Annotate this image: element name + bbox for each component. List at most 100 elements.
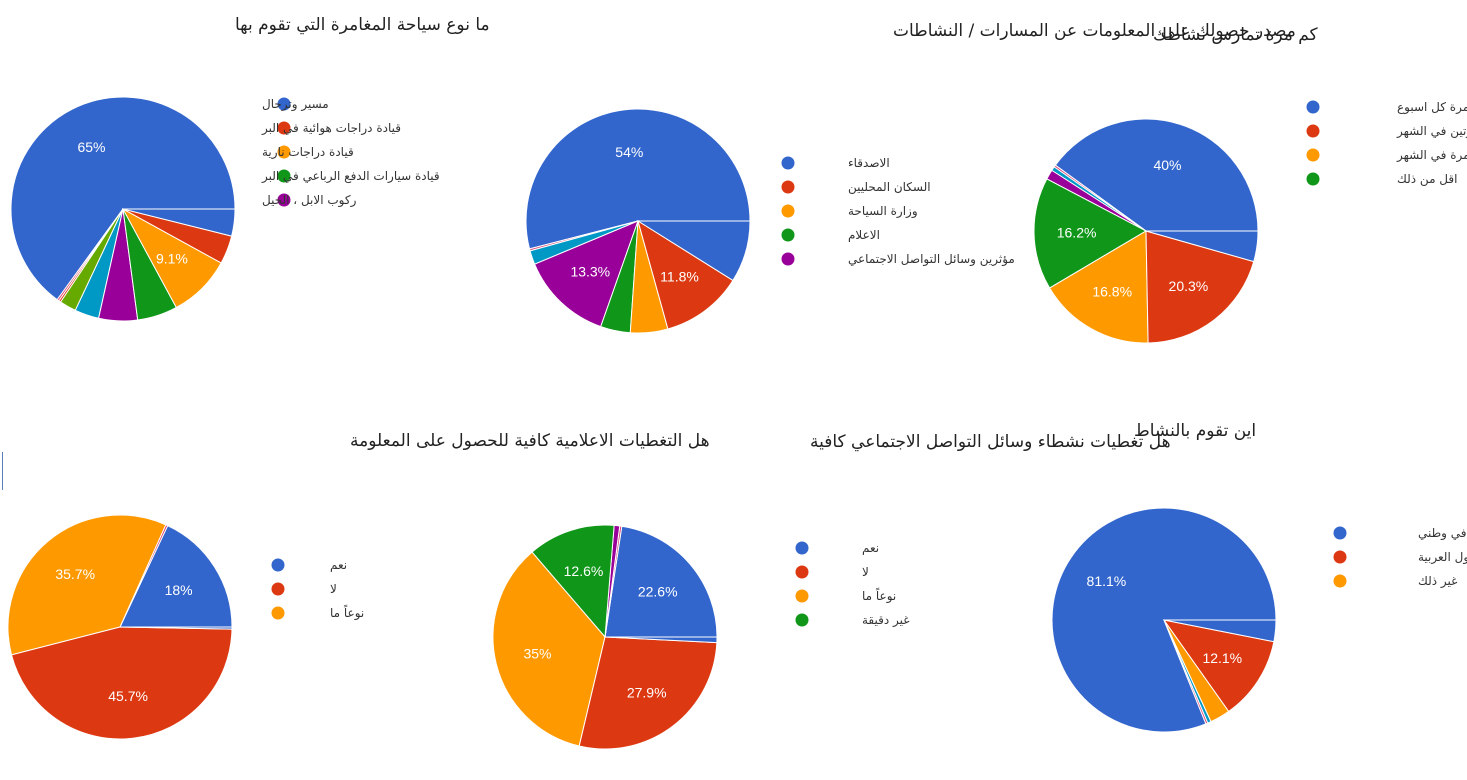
pie-slice[interactable] <box>604 636 718 644</box>
legend-item[interactable]: مرة في الشهر <box>1306 148 1467 163</box>
legend-item[interactable]: الدول العربية <box>1333 550 1467 565</box>
legend-swatch <box>277 193 291 207</box>
slice-label: 16.2% <box>1057 225 1097 241</box>
legend-swatch <box>795 565 809 579</box>
pie-slice[interactable] <box>1048 230 1149 344</box>
legend-item[interactable]: نعم <box>271 558 348 572</box>
pie-slices <box>10 96 236 322</box>
legend-item[interactable]: نوعاً ما <box>271 604 365 621</box>
legend-label: مسير وترحال <box>262 97 329 112</box>
pie-slice[interactable] <box>1054 118 1259 232</box>
pie-slice[interactable] <box>492 551 606 747</box>
slice-label: 20.3% <box>1169 278 1209 294</box>
legend-item[interactable]: لا <box>271 582 337 596</box>
legend-item[interactable]: غير ذلك <box>1333 574 1458 589</box>
legend: نعم لا نوعاً ما <box>271 558 365 621</box>
legend-item[interactable]: السكان المحليين <box>781 180 931 195</box>
legend-item[interactable]: قيادة دراجات هوائية في البر <box>261 121 401 136</box>
legend-item[interactable]: الاصدقاء <box>781 156 890 170</box>
chart-title: هل التغطيات الاعلامية كافية للحصول على ا… <box>350 431 710 451</box>
slice-label: 27.9% <box>627 685 667 701</box>
legend-label: نعم <box>862 541 879 555</box>
slice-label: 9.1% <box>156 250 188 266</box>
pie-slice[interactable] <box>637 219 734 330</box>
legend-swatch <box>277 121 291 135</box>
legend-item[interactable]: نوعاً ما <box>795 587 897 604</box>
pie-slice[interactable] <box>1162 619 1275 713</box>
pie-slice[interactable] <box>1145 230 1259 263</box>
legend-item[interactable]: مرة كل اسبوع <box>1306 100 1467 115</box>
pie-slice[interactable] <box>122 208 236 237</box>
legend-item[interactable]: قيادة سيارات الدفع الرباعي في البر <box>261 169 440 184</box>
pie-slices <box>525 108 751 334</box>
legend-item[interactable]: ركوب الابل ، الخيل <box>262 193 357 208</box>
legend-label: غير ذلك <box>1418 574 1457 589</box>
legend-label: غير دقيقة <box>862 613 910 628</box>
slice-label: 81.1% <box>1087 573 1127 589</box>
legend-item[interactable]: مؤثرين وسائل التواصل الاجتماعي <box>781 252 1015 267</box>
legend-swatch <box>1306 100 1320 114</box>
pie-slice[interactable] <box>534 220 639 328</box>
legend-item[interactable]: مسير وترحال <box>262 97 329 112</box>
chart-adventure-type: ما نوع سياحة المغامرة التي تقوم بها 65% 9… <box>10 15 490 322</box>
legend-swatch <box>781 252 795 266</box>
legend-swatch <box>1306 148 1320 162</box>
pie-slice[interactable] <box>119 524 233 628</box>
left-edge-marker <box>2 452 3 490</box>
pie-labels: 40% 16.2% 16.8% 20.3% <box>1057 157 1209 300</box>
legend-item[interactable]: لا <box>795 565 869 579</box>
legend-item[interactable]: مرتين في الشهر <box>1306 124 1467 139</box>
legend-item[interactable]: قيادة دراجات نارية <box>262 145 354 160</box>
legend-label: لا <box>862 565 869 579</box>
legend-swatch <box>1333 574 1347 588</box>
legend-item[interactable]: في وطني <box>1333 526 1467 541</box>
legend-item[interactable]: غير دقيقة <box>795 613 910 628</box>
legend-swatch <box>277 169 291 183</box>
chart-title: مصدر حصولك على المعلومات عن المسارات / ا… <box>893 21 1296 41</box>
legend-item[interactable]: اقل من ذلك <box>1306 172 1458 187</box>
pie-slice[interactable] <box>10 626 233 740</box>
legend-swatch <box>781 228 795 242</box>
pie-slice[interactable] <box>604 525 718 638</box>
slice-label: 11.8% <box>660 269 699 285</box>
legend-swatch <box>277 97 291 111</box>
legend-swatch <box>277 145 291 159</box>
legend-label: مؤثرين وسائل التواصل الاجتماعي <box>848 252 1015 267</box>
slice-label: 35% <box>523 645 551 661</box>
chart-social-coverage: هل تغطيات نشطاء وسائل التواصل الاجتماعي … <box>492 432 1171 750</box>
pie-slice[interactable] <box>531 524 615 639</box>
legend-swatch <box>781 156 795 170</box>
legend-label: قيادة دراجات هوائية في البر <box>261 121 401 136</box>
pie-slice[interactable] <box>636 220 751 282</box>
legend-swatch <box>795 589 809 603</box>
legend-item[interactable]: نعم <box>795 541 880 555</box>
pie-slice[interactable] <box>578 636 718 750</box>
pie-labels: 81.1% 12.1% <box>1087 573 1243 666</box>
pie-slice[interactable] <box>7 514 167 656</box>
legend-label: لا <box>330 582 337 596</box>
legend-label: الاصدقاء <box>848 156 890 170</box>
pie-slice[interactable] <box>525 108 751 250</box>
legend-item[interactable]: الاعلام <box>781 228 880 242</box>
legend: مسير وترحال قيادة دراجات هوائية في البر قي… <box>261 97 440 208</box>
legend-item[interactable]: وزارة السياحة <box>781 204 918 219</box>
legend-label: نعم <box>330 558 347 572</box>
pie-slice[interactable] <box>1033 178 1148 289</box>
slice-label: 18% <box>165 582 193 598</box>
pie-slice[interactable] <box>1145 230 1255 344</box>
slice-label: 22.6% <box>638 584 678 600</box>
pie-slice[interactable] <box>119 626 233 630</box>
chart-frequency: كم مرة تمارس نشاطك 40% 16.2% 16.8% 20.3% مر… <box>1033 25 1467 344</box>
slice-label: 12.1% <box>1202 650 1242 666</box>
pie-slices <box>7 514 233 740</box>
pie-labels: 18% 35.7% 45.7% <box>55 566 192 704</box>
legend-label: مرة كل اسبوع <box>1397 100 1467 115</box>
legend-label: الاعلام <box>848 228 880 242</box>
chart-media-coverage: هل التغطيات الاعلامية كافية للحصول على ا… <box>7 431 710 740</box>
pie-slice[interactable] <box>1163 619 1277 643</box>
slice-label: 45.7% <box>108 688 148 704</box>
pie-slices <box>492 524 718 750</box>
pie-slice[interactable] <box>10 96 236 301</box>
legend: مرة كل اسبوع مرتين في الشهر مرة في الشهر اق… <box>1306 100 1467 187</box>
legend-swatch <box>271 558 285 572</box>
